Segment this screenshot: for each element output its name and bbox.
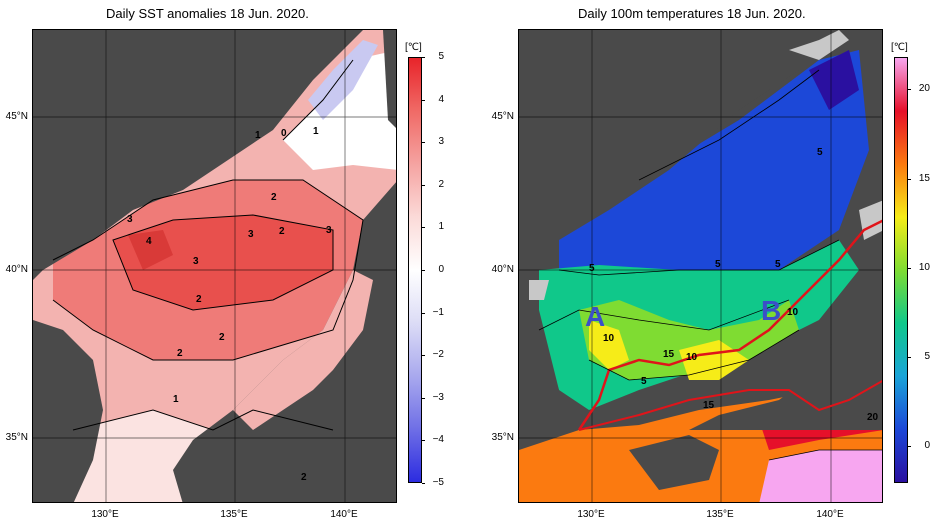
- land-asia-mainland: [33, 30, 363, 280]
- temp-zone-yellow: [589, 320, 749, 380]
- sst-anomaly-map: 1 0 1 2 3 4 3 2 3 3 2 2 2 1 2: [32, 29, 397, 503]
- colorbar-tick: [422, 397, 425, 399]
- contour-label: 3: [326, 225, 332, 236]
- land-kyushu: [629, 435, 719, 490]
- colorbar-tick-label: 4: [438, 93, 444, 105]
- land-korean-peninsula: [519, 310, 569, 440]
- contour-label: 10: [603, 333, 615, 344]
- contour-label: 1: [313, 126, 319, 137]
- left-lon-label-135: 135°E: [220, 509, 248, 520]
- colorbar-tick-label: 3: [438, 136, 444, 148]
- temp-zone-pink: [759, 450, 882, 502]
- contour-label: 5: [775, 259, 781, 270]
- colorbar-tick: [422, 57, 425, 58]
- land-asia-mainland: [519, 30, 839, 260]
- contour-label: 5: [641, 376, 647, 387]
- colorbar-tick: [422, 355, 425, 357]
- left-panel-title: Daily SST anomalies 18 Jun. 2020.: [106, 6, 309, 21]
- colorbar-tick: [908, 357, 911, 358]
- temp-zone-verycold: [809, 50, 859, 110]
- contour-label: 2: [301, 472, 307, 483]
- marker-a: A: [585, 301, 605, 332]
- left-lat-label-45: 45°N: [5, 111, 28, 122]
- anomaly-zone-0to1-north: [283, 50, 396, 170]
- colorbar-tick: [422, 270, 425, 271]
- contour-label: 3: [193, 256, 199, 267]
- colorbar-tick: [422, 99, 425, 101]
- colorbar-tick: [422, 142, 425, 144]
- right-lat-label-35: 35°N: [491, 432, 514, 443]
- colorbar-tick-label: −4: [432, 434, 444, 446]
- marker-b: B: [761, 295, 781, 326]
- colorbar-tick: [908, 179, 911, 180]
- right-lon-label-130: 130°E: [577, 509, 605, 520]
- contour-label: 20: [867, 412, 879, 423]
- land-korean-peninsula: [33, 320, 103, 502]
- colorbar-tick-label: −2: [432, 349, 444, 361]
- right-panel-title: Daily 100m temperatures 18 Jun. 2020.: [578, 6, 806, 21]
- colorbar-tick: [422, 184, 425, 186]
- colorbar-tick-label: 0: [924, 440, 930, 451]
- temp-zone-cold: [559, 50, 869, 280]
- contour-label: 10: [686, 352, 698, 363]
- contour-label: 2: [279, 226, 285, 237]
- colorbar-tick-label: −5: [432, 477, 444, 488]
- anomaly-zone-negative-north: [308, 40, 378, 120]
- left-lat-label-40: 40°N: [5, 264, 28, 275]
- colorbar-tick-label: −3: [432, 391, 444, 403]
- contour-label: 2: [271, 192, 277, 203]
- contour-label: 2: [177, 348, 183, 359]
- colorbar-tick: [422, 312, 425, 314]
- contour-label: 5: [817, 147, 823, 158]
- contour-label: 5: [589, 263, 595, 274]
- contour-label: 2: [219, 332, 225, 343]
- colorbar-tick: [908, 89, 911, 90]
- colorbar-tick-label: 20: [918, 83, 930, 94]
- temp-100m-map: 5 5 5 5 10 10 10 15 5 15 20 A B: [518, 29, 883, 503]
- colorbar-tick-label: 1: [438, 221, 444, 233]
- colorbar-tick-label: 0: [438, 264, 444, 275]
- left-lon-label-140: 140°E: [330, 509, 358, 520]
- anomaly-zone-4plus: [128, 230, 173, 270]
- left-colorbar-unit: [℃]: [405, 42, 422, 53]
- contour-label: 3: [127, 214, 133, 225]
- anomaly-zone-3to4: [113, 215, 333, 310]
- contour-label: 15: [663, 349, 675, 360]
- colorbar-tick: [908, 268, 911, 269]
- right-colorbar-unit: [℃]: [891, 42, 908, 53]
- temp-100m-colorbar: [894, 57, 908, 483]
- contour-label: 10: [787, 307, 799, 318]
- contour-label: 5: [715, 259, 721, 270]
- contour-label: 0: [281, 128, 287, 139]
- contour-label: 2: [196, 294, 202, 305]
- land-japan-honshu: [689, 262, 882, 430]
- contour-label: 1: [255, 130, 261, 141]
- colorbar-tick: [422, 440, 425, 442]
- left-lat-label-35: 35°N: [5, 432, 28, 443]
- right-lon-label-140: 140°E: [816, 509, 844, 520]
- colorbar-tick-label: 2: [438, 178, 444, 190]
- colorbar-tick-label: 10: [918, 262, 930, 273]
- colorbar-tick: [422, 483, 425, 484]
- colorbar-tick: [422, 227, 425, 229]
- left-lon-label-130: 130°E: [91, 509, 119, 520]
- colorbar-tick-label: −1: [432, 306, 444, 318]
- colorbar-tick-label: 5: [924, 351, 930, 362]
- sst-anomaly-colorbar: [408, 57, 422, 483]
- contour-label: 1: [173, 394, 179, 405]
- contour-label: 4: [146, 236, 152, 247]
- contour-label: 15: [703, 400, 715, 411]
- right-lat-label-40: 40°N: [491, 264, 514, 275]
- colorbar-tick: [908, 446, 911, 447]
- colorbar-tick-label: 15: [918, 173, 930, 184]
- land-sakhalin: [383, 30, 396, 128]
- right-lon-label-135: 135°E: [706, 509, 734, 520]
- right-lat-label-45: 45°N: [491, 111, 514, 122]
- contour-label: 3: [248, 229, 254, 240]
- colorbar-tick-label: 5: [438, 51, 444, 62]
